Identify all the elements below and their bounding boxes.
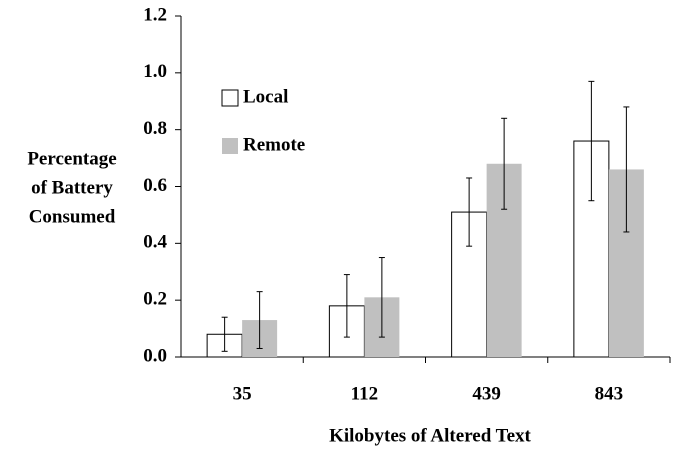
y-tick-label: 1.2: [143, 4, 167, 25]
error-bar: [378, 257, 385, 338]
x-tick-label: 112: [351, 383, 378, 404]
legend-label: Remote: [243, 134, 305, 155]
error-bar: [221, 316, 228, 352]
x-axis-label: Kilobytes of Altered Text: [329, 425, 531, 446]
legend-swatch: [221, 89, 239, 107]
legend-label: Local: [243, 86, 288, 107]
error-bar: [588, 80, 595, 202]
legend-swatch: [222, 138, 238, 154]
y-tick-label: 1.0: [143, 61, 167, 82]
error-bar: [623, 106, 630, 233]
y-tick-label: 0.6: [143, 175, 167, 196]
y-tick-label: 0.0: [143, 345, 167, 366]
error-bar: [256, 291, 263, 349]
x-tick-label: 439: [472, 383, 501, 404]
error-bar: [466, 177, 473, 247]
y-tick-label: 0.8: [143, 118, 167, 139]
error-bar: [343, 274, 350, 338]
y-axis-label: Percentage: [27, 148, 116, 169]
x-tick-label: 35: [233, 383, 252, 404]
y-tick-label: 0.2: [143, 289, 167, 310]
x-tick-label: 843: [595, 383, 624, 404]
y-axis-label: of Battery: [31, 177, 113, 198]
y-tick-label: 0.4: [143, 232, 167, 253]
y-axis-label: Consumed: [29, 206, 116, 227]
error-bar: [501, 117, 508, 210]
